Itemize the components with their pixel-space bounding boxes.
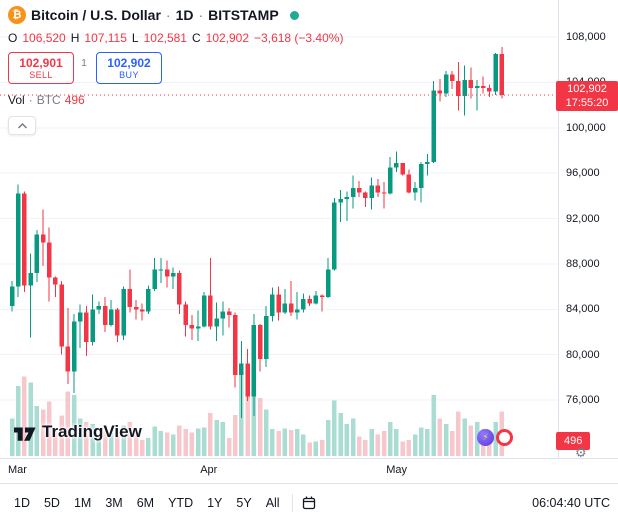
price-axis[interactable]: 108,000104,000100,00096,00092,00088,0008… <box>558 0 618 458</box>
high-value: 107,115 <box>84 31 127 45</box>
price-axis-label: 80,000 <box>566 348 600 361</box>
lightning-emoji-icon[interactable]: ⚡ <box>477 429 494 446</box>
lifebuoy-emoji-icon[interactable] <box>496 429 513 446</box>
change-value: −3,618 (−3.40%) <box>254 31 344 45</box>
tradingview-attribution[interactable]: TradingView <box>14 422 142 442</box>
range-button-ytd[interactable]: YTD <box>162 492 199 514</box>
volume-bars <box>9 371 505 456</box>
price-axis-label: 100,000 <box>566 121 606 134</box>
title-separator: · <box>165 7 171 23</box>
market-status-icon <box>289 10 299 20</box>
price-axis-label: 76,000 <box>566 394 600 406</box>
bottom-toolbar: 1D 5D 1M 3M 6M YTD 1Y 5Y All 06:04:40 UTC <box>0 483 618 522</box>
date-range-buttons: 1D 5D 1M 3M 6M YTD 1Y 5Y All <box>8 492 286 514</box>
bar-countdown: 17:55:20 <box>565 96 609 109</box>
volume-value: 496 <box>64 93 85 107</box>
range-button-3m[interactable]: 3M <box>99 492 128 514</box>
candles <box>9 47 505 419</box>
chevron-up-icon <box>17 122 27 129</box>
spread-value: 1 <box>81 58 87 69</box>
chart-canvas[interactable]: 108,000104,000100,00096,00092,00088,0008… <box>0 0 618 458</box>
close-label: C <box>191 31 201 45</box>
buy-price: 102,902 <box>107 56 151 70</box>
candlestick-chart[interactable] <box>0 0 558 458</box>
range-button-all[interactable]: All <box>260 492 286 514</box>
time-axis-label: May <box>386 464 407 476</box>
current-price-badge: 102,902 17:55:20 <box>556 80 618 111</box>
high-label: H <box>70 31 80 45</box>
collapse-legend-button[interactable] <box>8 116 36 135</box>
volume-unit: BTC <box>36 93 61 107</box>
close-value: 102,902 <box>205 31 250 45</box>
price-axis-label: 92,000 <box>566 212 600 225</box>
tradingview-logo <box>14 426 36 441</box>
low-value: 102,581 <box>143 31 187 45</box>
volume-label: Vol <box>8 93 25 107</box>
open-value: 106,520 <box>22 31 66 45</box>
gear-icon[interactable]: ⚙ <box>575 446 587 461</box>
time-axis-label: Mar <box>8 464 27 476</box>
go-to-date-button[interactable] <box>299 493 319 513</box>
open-label: O <box>8 31 18 45</box>
range-button-1y[interactable]: 1Y <box>201 492 228 514</box>
bitcoin-icon: ₿ <box>8 6 26 24</box>
price-axis-label: 96,000 <box>566 167 600 180</box>
sell-price: 102,901 <box>19 56 63 70</box>
range-button-6m[interactable]: 6M <box>131 492 160 514</box>
current-volume-badge: 496 <box>556 432 591 450</box>
exchange-label[interactable]: BITSTAMP <box>208 7 279 23</box>
current-price: 102,902 <box>567 82 607 95</box>
volume-separator: · <box>28 93 33 107</box>
calendar-icon <box>302 496 315 510</box>
range-button-5y[interactable]: 5Y <box>230 492 257 514</box>
ohlc-row: O 106,520 H 107,115 L 102,581 C 102,902 … <box>8 31 343 45</box>
toolbar-divider <box>291 494 293 512</box>
chart-stickers: ⚡ <box>477 429 513 446</box>
sell-button[interactable]: 102,901 SELL <box>8 52 74 84</box>
price-axis-label: 88,000 <box>566 257 600 270</box>
sell-label: SELL <box>29 70 53 80</box>
title-separator: · <box>198 7 204 23</box>
buy-button[interactable]: 102,902 BUY <box>96 52 162 84</box>
symbol-name[interactable]: Bitcoin / U.S. Dollar <box>31 7 161 23</box>
volume-legend-row: Vol · BTC 496 <box>8 93 85 107</box>
symbol-title-row[interactable]: ₿ Bitcoin / U.S. Dollar · 1D · BITSTAMP <box>8 6 299 24</box>
range-button-5d[interactable]: 5D <box>38 492 66 514</box>
price-axis-label: 84,000 <box>566 303 600 316</box>
interval-label[interactable]: 1D <box>175 7 194 23</box>
range-button-1d[interactable]: 1D <box>8 492 36 514</box>
time-axis[interactable]: Mar Apr May <box>0 458 618 484</box>
tradingview-wordmark: TradingView <box>42 422 142 441</box>
price-axis-label: 108,000 <box>566 31 606 43</box>
time-axis-label: Apr <box>200 464 218 476</box>
clock-timezone-button[interactable]: 06:04:40 UTC <box>532 496 610 510</box>
low-label: L <box>131 31 139 45</box>
range-button-1m[interactable]: 1M <box>68 492 97 514</box>
buy-label: BUY <box>119 70 139 80</box>
